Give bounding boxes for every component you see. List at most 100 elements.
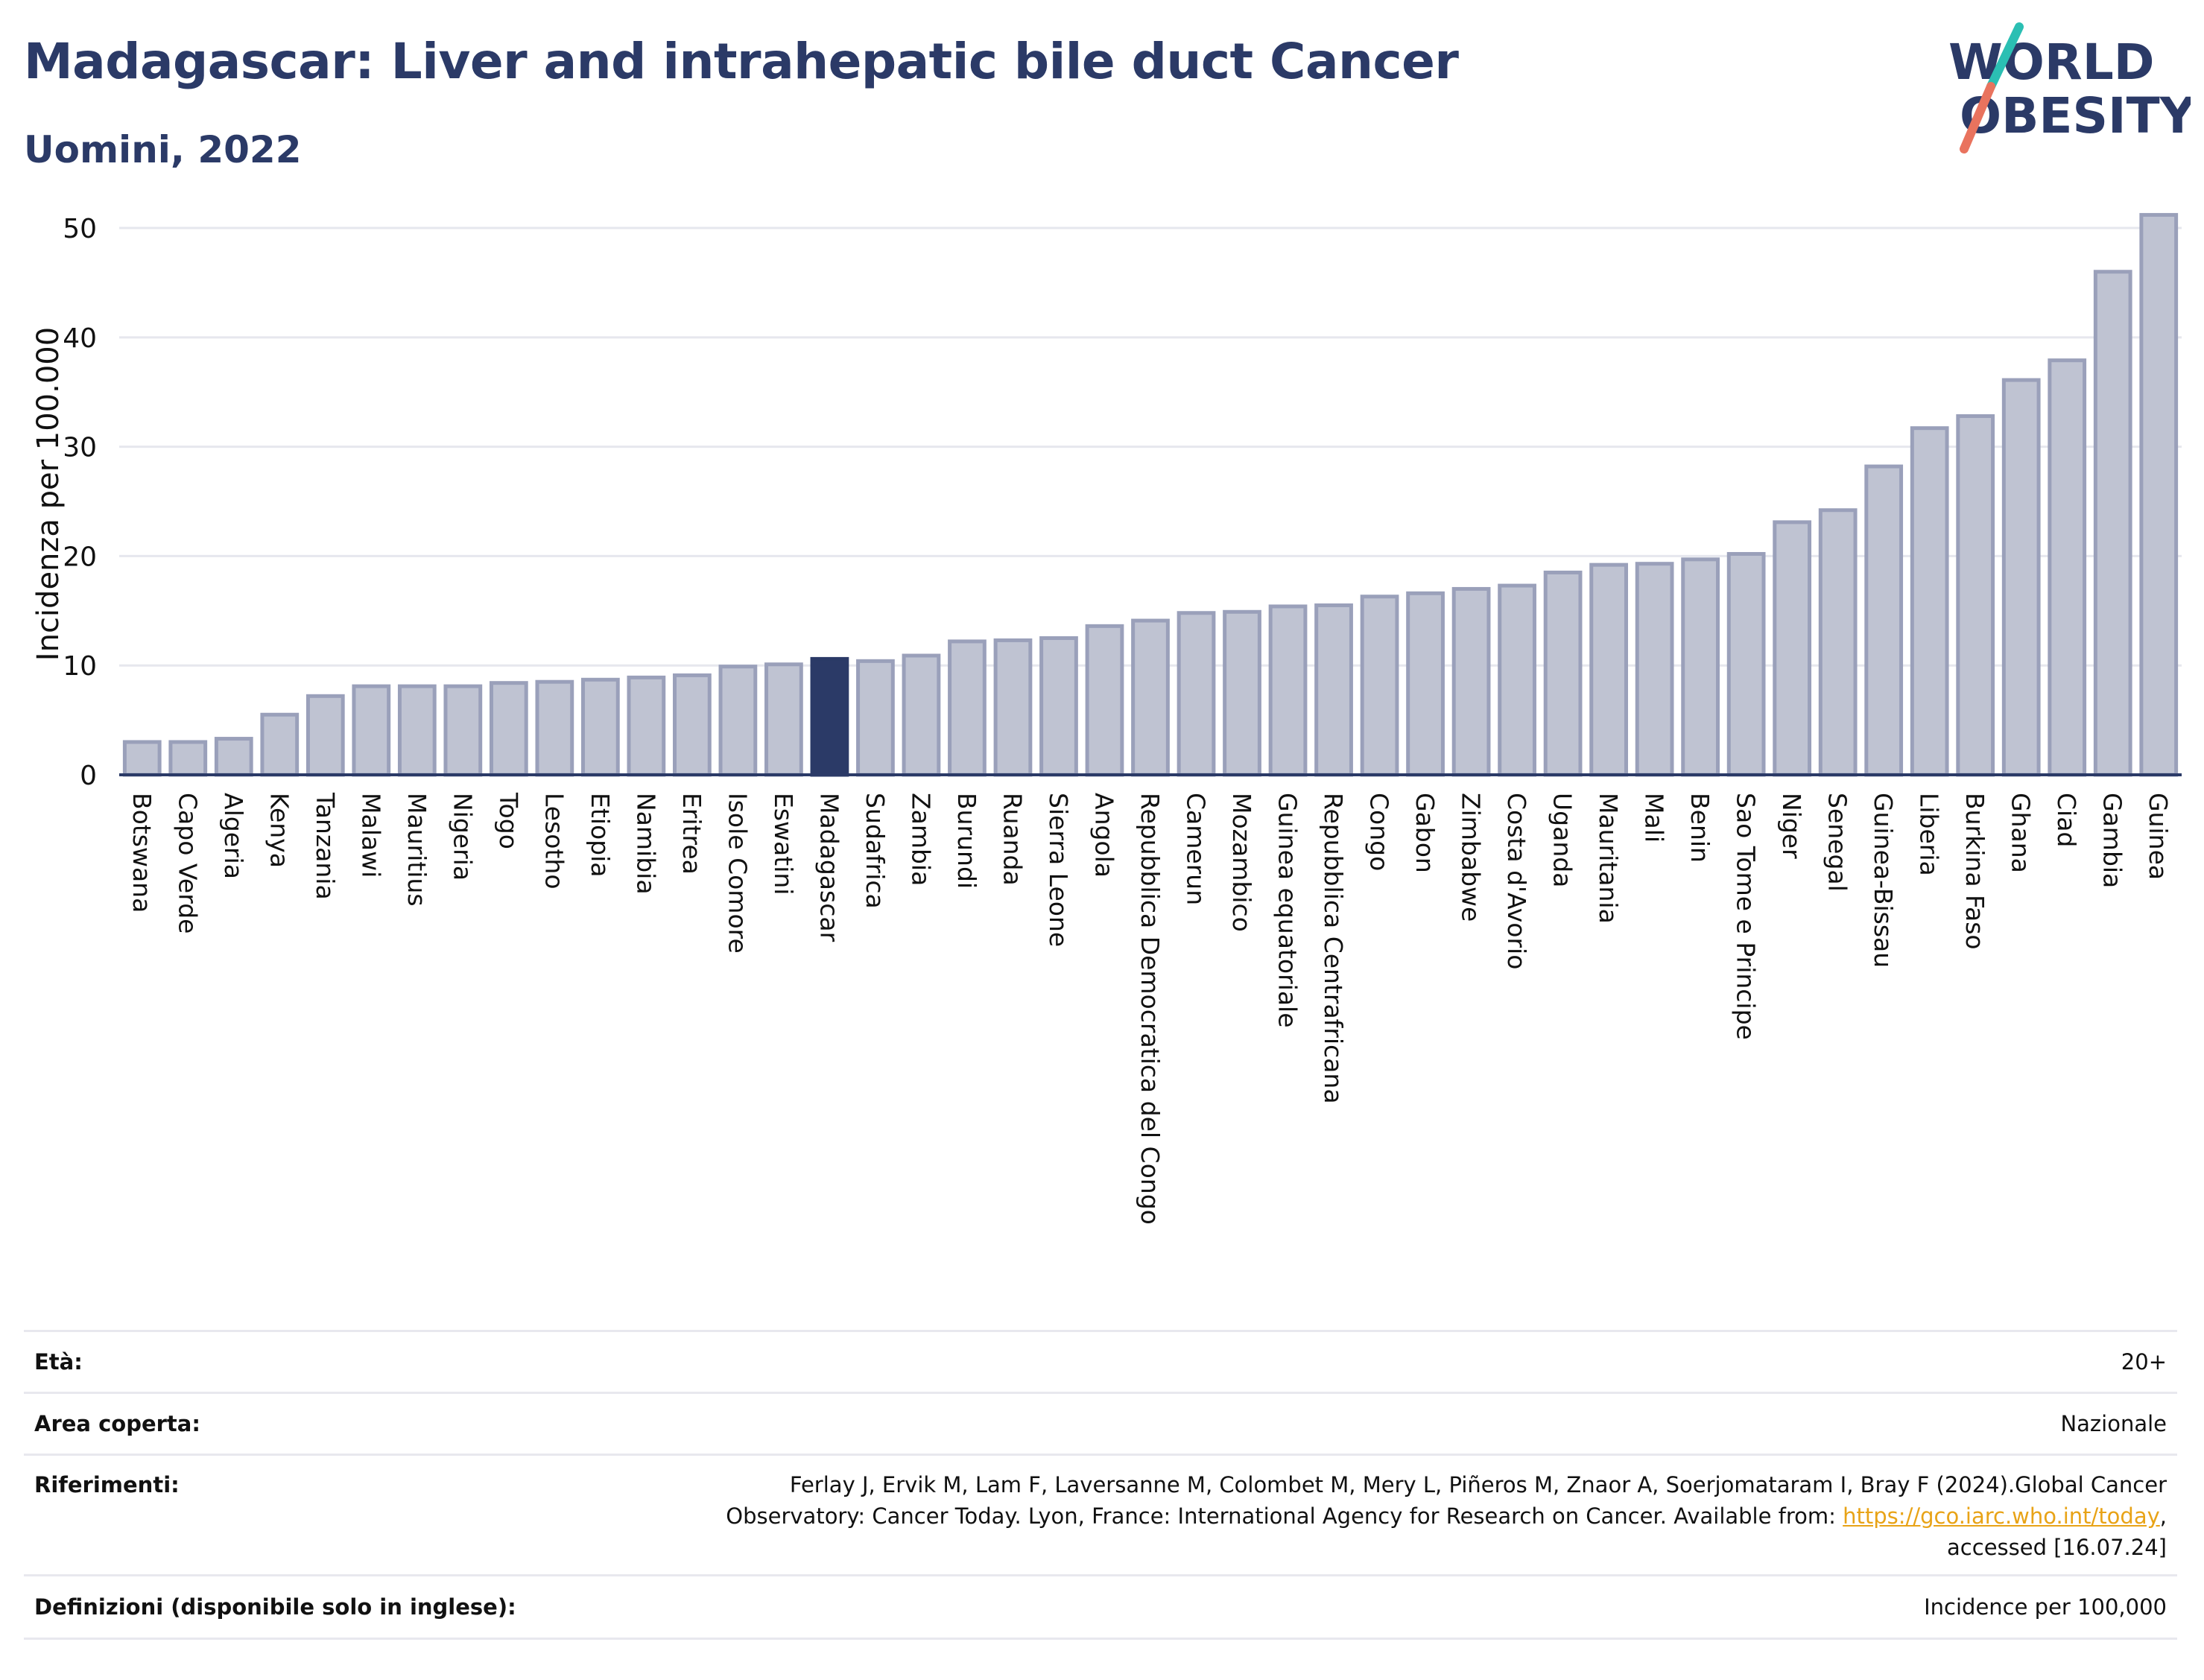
bar[interactable] xyxy=(1268,604,1308,777)
references-link[interactable]: https://gco.iarc.who.int/today xyxy=(1843,1503,2160,1529)
bar[interactable] xyxy=(1589,562,1628,777)
x-tick-label: Costa d'Avorio xyxy=(1502,793,1531,969)
bar-chart: Botswana Capo Verde Algeria Kenya Tanzania Ma… xyxy=(31,212,2182,1225)
x-tick-label: Sudafrica xyxy=(861,793,890,909)
bar[interactable] xyxy=(993,638,1033,777)
bar[interactable] xyxy=(627,675,666,777)
bar[interactable] xyxy=(1635,562,1674,777)
bar[interactable] xyxy=(443,684,483,777)
bar[interactable] xyxy=(1039,636,1078,777)
x-tick-label: Uganda xyxy=(1548,793,1577,887)
y-tick-label: 50 xyxy=(63,214,97,244)
bar[interactable] xyxy=(1314,603,1353,777)
x-tick-label: Repubblica Democratica del Congo xyxy=(1136,793,1165,1225)
bar[interactable] xyxy=(1726,551,1766,777)
bar[interactable] xyxy=(535,679,574,777)
bar[interactable] xyxy=(260,712,300,777)
y-tick-label: 40 xyxy=(63,323,97,354)
bar[interactable] xyxy=(1223,609,1261,777)
age-label: Età: xyxy=(34,1349,83,1375)
x-tick-labels: Botswana Capo Verde Algeria Kenya Tanzania Ma… xyxy=(127,792,2173,1225)
bar[interactable] xyxy=(1543,570,1583,777)
bar[interactable] xyxy=(305,694,345,777)
x-tick-label: Eswatini xyxy=(769,793,798,895)
x-tick-label: Ciad xyxy=(2052,793,2081,847)
x-tick-label: Zimbabwe xyxy=(1457,793,1486,922)
bar[interactable] xyxy=(1910,426,1949,777)
bar[interactable] xyxy=(673,673,712,777)
y-tick-label: 20 xyxy=(63,542,97,572)
bar[interactable] xyxy=(1131,618,1170,777)
x-tick-label: Kenya xyxy=(265,793,294,868)
bar[interactable] xyxy=(580,677,620,777)
info-row-references: Riferimenti: Ferlay J, Ervik M, Lam F, L… xyxy=(24,1454,2177,1574)
bar[interactable] xyxy=(902,653,941,777)
bar[interactable] xyxy=(1085,624,1124,777)
x-tick-label: Isole Comore xyxy=(723,793,752,954)
info-row-area: Area coperta: Nazionale xyxy=(24,1392,2177,1454)
x-tick-label: Madagascar xyxy=(814,793,843,942)
bar[interactable] xyxy=(168,740,208,777)
x-tick-label: Mali xyxy=(1640,793,1669,843)
x-tick-label: Lesotho xyxy=(539,793,569,890)
y-tick-label: 30 xyxy=(63,433,97,463)
bar[interactable] xyxy=(2139,212,2179,777)
x-tick-label: Burundi xyxy=(952,793,981,889)
bar[interactable] xyxy=(856,659,895,777)
bar[interactable] xyxy=(2048,358,2087,777)
bar[interactable] xyxy=(397,684,437,777)
y-tick-label: 0 xyxy=(80,761,97,791)
bar[interactable] xyxy=(214,737,253,777)
bar[interactable] xyxy=(1681,557,1720,777)
age-value: 20+ xyxy=(2121,1349,2167,1375)
bar[interactable] xyxy=(1864,464,1904,777)
x-tick-label: Congo xyxy=(1365,793,1394,871)
bar[interactable] xyxy=(1451,586,1491,777)
x-tick-label: Benin xyxy=(1685,793,1714,863)
x-tick-label: Angola xyxy=(1089,793,1118,878)
x-tick-label: Guinea-Bissau xyxy=(1869,793,1898,968)
chart-title: Madagascar: Liver and intrahepatic bile … xyxy=(24,33,1459,90)
x-tick-label: Eritrea xyxy=(677,793,706,875)
x-tick-label: Senegal xyxy=(1823,793,1852,892)
info-row-age: Età: 20+ xyxy=(24,1330,2177,1392)
x-tick-label: Botswana xyxy=(127,793,156,913)
bar[interactable] xyxy=(1406,591,1445,777)
definitions-label: Definizioni (disponibile solo in inglese… xyxy=(34,1594,516,1620)
area-label: Area coperta: xyxy=(34,1411,200,1436)
references-label: Riferimenti: xyxy=(34,1472,180,1497)
references-line3: accessed [16.07.24] xyxy=(1947,1535,2167,1560)
bar[interactable] xyxy=(1773,520,1812,777)
bar[interactable] xyxy=(1498,583,1536,777)
bar[interactable] xyxy=(1956,414,1995,777)
logo-line1: WORLD xyxy=(1948,34,2155,91)
bar[interactable] xyxy=(2093,270,2132,777)
bar[interactable] xyxy=(718,665,758,777)
y-axis-label: Incidenza per 100.000 xyxy=(31,327,66,661)
bar-highlight[interactable] xyxy=(810,656,849,777)
bars xyxy=(122,212,2179,777)
x-tick-label: Gabon xyxy=(1410,793,1440,873)
references-line2: Observatory: Cancer Today. Lyon, France:… xyxy=(726,1503,1836,1529)
bar[interactable] xyxy=(2001,378,2041,777)
references-line1: Ferlay J, Ervik M, Lam F, Laversanne M, … xyxy=(789,1472,2167,1497)
definitions-value: Incidence per 100,000 xyxy=(1924,1594,2167,1620)
bar[interactable] xyxy=(764,662,803,777)
x-tick-label: Mauritius xyxy=(402,793,431,907)
x-tick-label: Guinea xyxy=(2144,793,2173,880)
x-tick-label: Tanzania xyxy=(311,792,340,900)
bar[interactable] xyxy=(352,684,391,777)
bar[interactable] xyxy=(1360,595,1399,777)
bar[interactable] xyxy=(1177,611,1216,777)
bar[interactable] xyxy=(122,740,162,777)
bar[interactable] xyxy=(489,681,528,777)
logo-slash-teal xyxy=(1986,22,2024,91)
bar[interactable] xyxy=(1818,508,1858,777)
x-tick-label: Sierra Leone xyxy=(1044,793,1073,947)
x-tick-label: Ghana xyxy=(2007,793,2036,873)
world-obesity-logo: WORLD OBESITY xyxy=(1948,22,2191,153)
x-tick-label: Camerun xyxy=(1182,793,1211,905)
x-tick-label: Togo xyxy=(494,792,523,849)
bar[interactable] xyxy=(948,639,987,777)
x-tick-label: Mauritania xyxy=(1594,793,1623,924)
